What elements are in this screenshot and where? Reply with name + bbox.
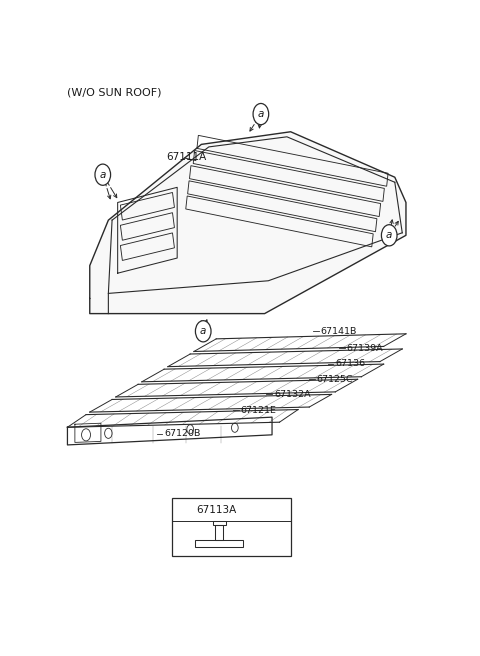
FancyBboxPatch shape bbox=[172, 498, 290, 556]
Text: a: a bbox=[258, 109, 264, 119]
Circle shape bbox=[195, 321, 211, 342]
Text: 67139A: 67139A bbox=[347, 344, 383, 353]
Text: 67132A: 67132A bbox=[274, 390, 311, 399]
Text: a: a bbox=[180, 504, 186, 514]
Circle shape bbox=[95, 164, 110, 185]
Text: 67111A: 67111A bbox=[166, 152, 206, 162]
Circle shape bbox=[177, 501, 189, 518]
Text: a: a bbox=[200, 326, 206, 337]
Polygon shape bbox=[90, 132, 406, 314]
Text: 67125C: 67125C bbox=[317, 375, 353, 384]
Text: a: a bbox=[99, 170, 106, 180]
Text: 67120B: 67120B bbox=[164, 429, 201, 438]
Circle shape bbox=[253, 104, 269, 125]
Text: a: a bbox=[386, 230, 393, 240]
Text: 67136: 67136 bbox=[335, 359, 365, 368]
Text: 67121E: 67121E bbox=[240, 405, 276, 415]
Text: 67141B: 67141B bbox=[321, 327, 357, 336]
Text: (W/O SUN ROOF): (W/O SUN ROOF) bbox=[67, 88, 162, 98]
Text: 67113A: 67113A bbox=[196, 504, 236, 514]
Circle shape bbox=[382, 225, 397, 246]
